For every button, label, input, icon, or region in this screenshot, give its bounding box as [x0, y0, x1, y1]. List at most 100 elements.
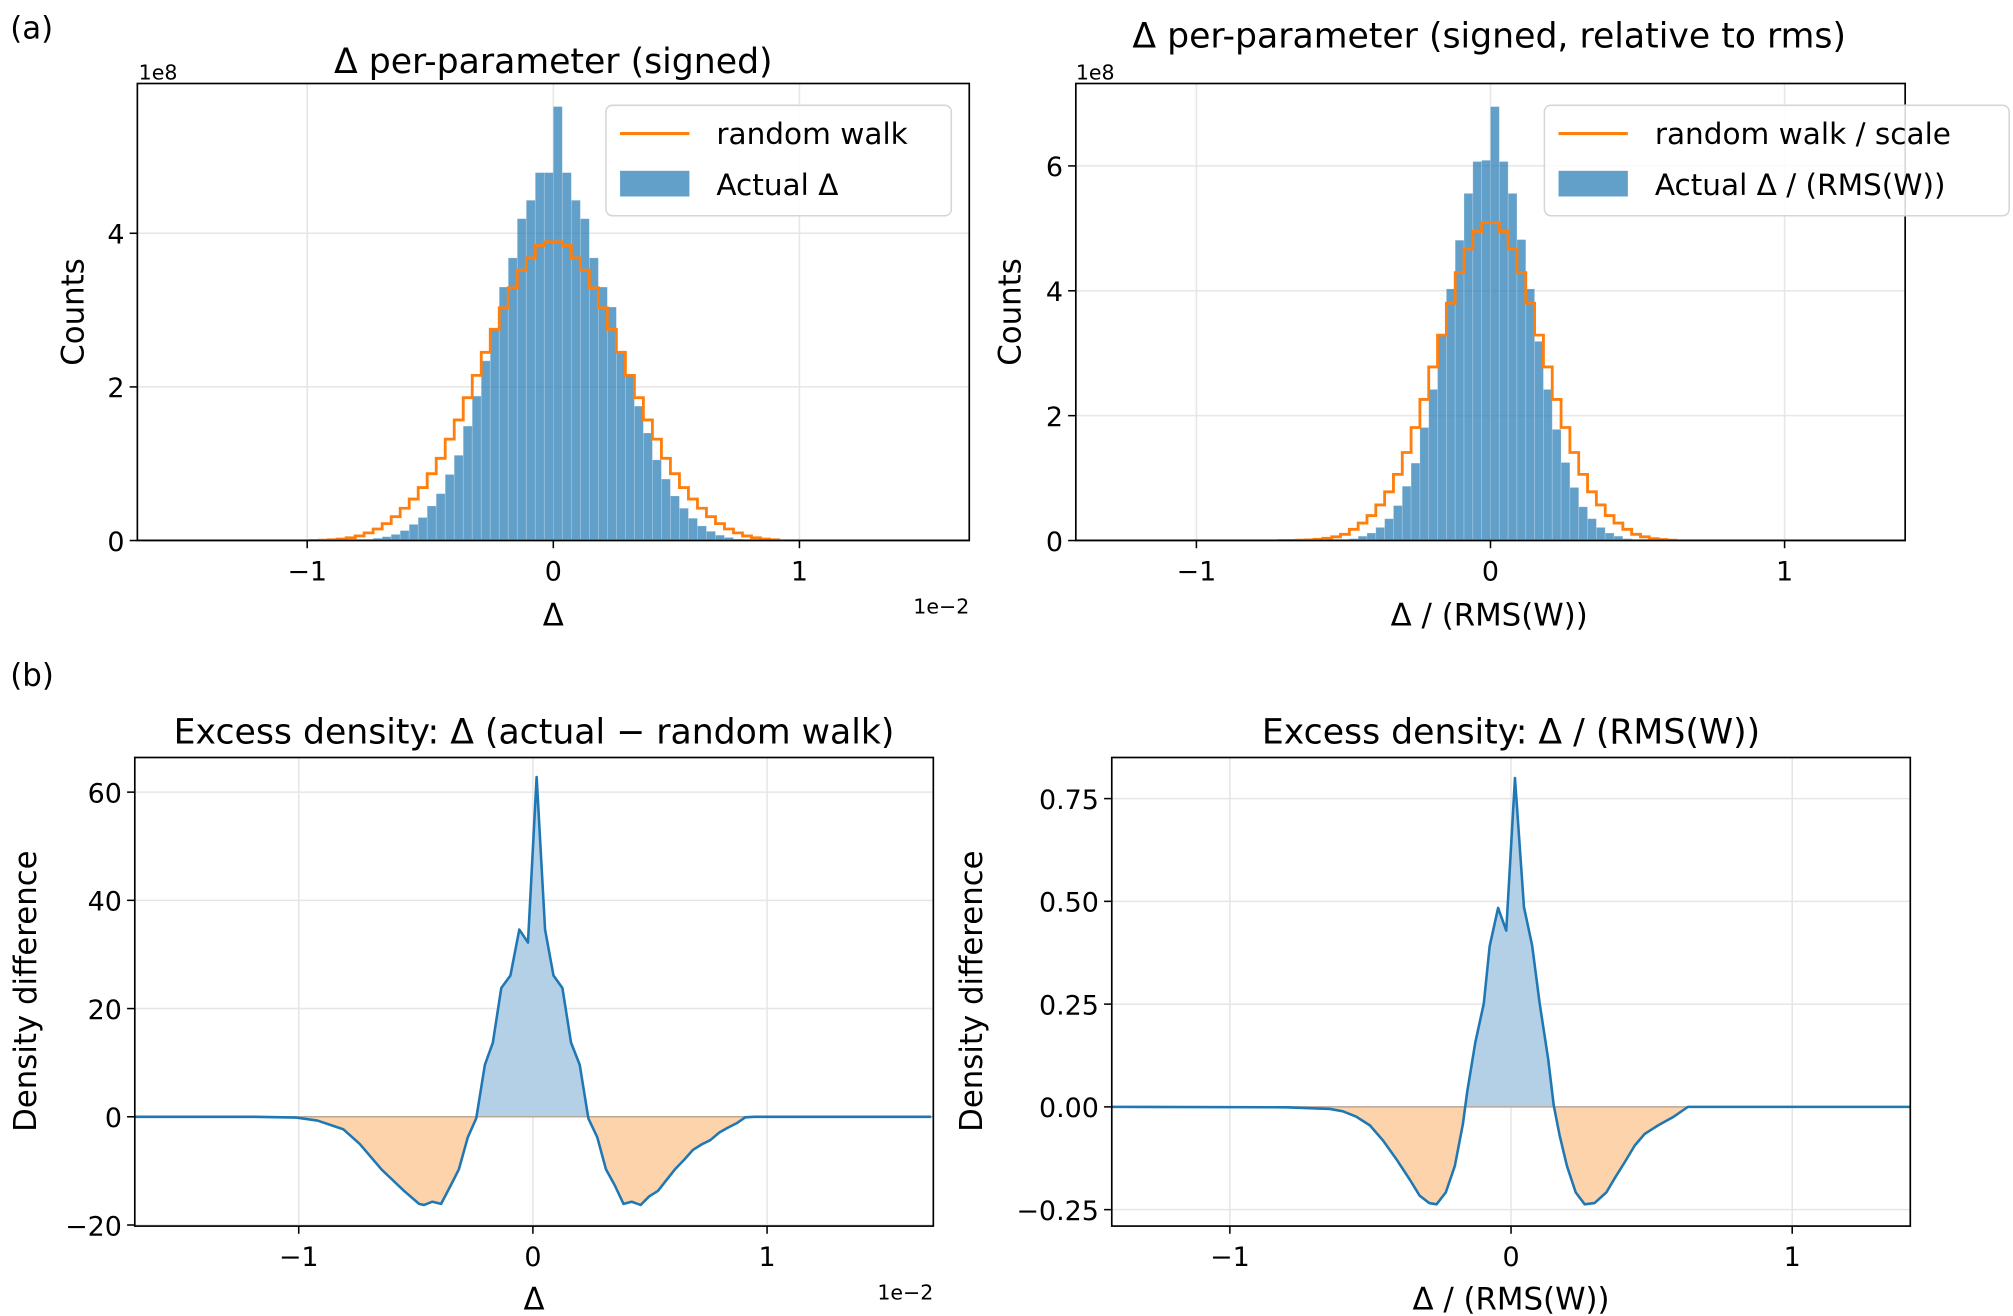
x-offset-label: 1e−2	[877, 1280, 933, 1304]
legend-label: Actual Δ / (RMS(W))	[1655, 168, 1946, 202]
chart-excess-density-delta: Excess density: Δ (actual − random walk)…	[8, 712, 935, 1316]
y-tick-label: 0.50	[1039, 888, 1099, 919]
histogram-bar	[688, 517, 698, 541]
plot-area	[1111, 776, 1911, 1206]
histogram-bar	[643, 432, 653, 541]
axes-frame	[1110, 756, 1912, 1227]
y-tick-label: 0	[1046, 527, 1063, 558]
histogram-bar	[1551, 429, 1562, 541]
negative-excess-fill	[251, 1116, 755, 1205]
histogram-bar	[1498, 161, 1509, 541]
histogram-bar	[552, 106, 563, 541]
histogram-bar	[417, 517, 428, 541]
panel-label-a: (a)	[10, 11, 53, 47]
y-tick-label: −20	[65, 1211, 122, 1242]
histogram-bar	[1578, 506, 1588, 541]
legend-label: random walk	[716, 117, 907, 151]
x-tick-label: 0	[524, 1242, 541, 1273]
y-axis-label: Density difference	[954, 850, 990, 1131]
chart-title: Δ per-parameter (signed, relative to rms…	[1132, 17, 1846, 57]
histogram-bar	[624, 374, 635, 541]
histogram-bar	[462, 425, 473, 541]
chart-title: Excess density: Δ / (RMS(W))	[1262, 712, 1760, 752]
legend: random walk Actual Δ	[605, 104, 953, 217]
y-tick-label: 6	[1046, 152, 1063, 183]
histogram-bar	[615, 351, 626, 541]
histogram-bar	[661, 478, 671, 541]
y-offset-label: 1e8	[1076, 61, 1115, 85]
y-offset-label: 1e8	[139, 61, 178, 85]
x-tick-label: 1	[791, 556, 808, 587]
histogram-bar	[1384, 518, 1394, 541]
negative-excess-fill	[1111, 1106, 1688, 1205]
axes-frame	[133, 756, 935, 1227]
legend-bar-swatch	[1558, 170, 1628, 197]
legend-bar-swatch	[620, 170, 690, 197]
histogram-bar	[1595, 527, 1606, 541]
y-tick-label: 20	[88, 995, 122, 1026]
histogram-bar	[453, 454, 464, 541]
y-tick-label: 2	[107, 373, 124, 404]
histogram-bar	[1428, 389, 1438, 541]
y-tick-label: 40	[88, 887, 122, 918]
y-tick-label: 0.75	[1039, 785, 1099, 816]
histogram-bar	[534, 172, 545, 541]
legend-box	[1543, 104, 2010, 217]
x-axis-label: Δ	[543, 597, 564, 633]
x-axis-label: Δ	[524, 1282, 545, 1316]
plot-area	[1075, 106, 1906, 541]
legend: random walk / scale Actual Δ / (RMS(W))	[1543, 104, 2010, 217]
plot-area	[134, 775, 934, 1207]
histogram-bar	[435, 493, 446, 541]
histogram-bar	[1375, 527, 1386, 541]
positive-excess-fill	[1111, 778, 1911, 1107]
x-tick-label: 1	[1784, 1242, 1801, 1273]
histogram-bar	[706, 530, 716, 541]
histogram-bar	[1587, 518, 1597, 541]
excess-density-line	[134, 775, 931, 1207]
x-tick-label: 0	[1482, 556, 1499, 587]
histogram-bar	[1490, 106, 1500, 541]
x-tick-label: 0	[545, 556, 562, 587]
chart-delta-signed: Δ per-parameter (signed) 1e8 1e−2 Δ Coun…	[55, 42, 971, 633]
histogram-bar	[1613, 535, 1624, 541]
y-tick-label: 2	[1046, 402, 1063, 433]
histogram-bar	[1401, 485, 1412, 541]
y-tick-label: 0	[105, 1103, 122, 1134]
y-tick-label: 0	[107, 527, 124, 558]
excess-density-line	[1111, 776, 1911, 1206]
x-tick-label: −1	[1210, 1242, 1250, 1273]
histogram-bar	[561, 172, 572, 541]
histogram-bar	[1481, 159, 1491, 541]
histogram-bar	[670, 495, 680, 541]
positive-excess-fill	[134, 776, 931, 1117]
chart-title: Δ per-parameter (signed)	[334, 42, 773, 82]
random-walk-step-line	[1277, 221, 1678, 541]
x-axis-label: Δ / (RMS(W))	[1391, 597, 1588, 633]
histogram-bar	[1410, 462, 1421, 541]
histogram-bar	[489, 328, 500, 541]
chart-excess-density-relative: Excess density: Δ / (RMS(W)) Δ / (RMS(W)…	[954, 712, 1912, 1316]
panel-label-b: (b)	[10, 658, 54, 694]
x-tick-label: −1	[1177, 556, 1217, 587]
x-offset-label: 1e−2	[913, 595, 969, 619]
histogram-bar	[408, 524, 419, 541]
histogram-bar	[444, 474, 455, 541]
histogram-bar	[543, 172, 554, 541]
histogram-bar	[426, 505, 437, 541]
y-tick-label: 4	[1046, 277, 1063, 308]
x-tick-label: 0	[1502, 1242, 1519, 1273]
y-tick-label: 0.25	[1039, 990, 1099, 1021]
histogram-bar	[1472, 161, 1483, 541]
histogram-bar	[697, 525, 707, 541]
chart-delta-relative-rms: Δ per-parameter (signed, relative to rms…	[993, 17, 2010, 633]
legend-box	[605, 104, 953, 217]
y-tick-label: 60	[88, 778, 122, 809]
histogram-bar	[634, 405, 644, 541]
legend-label: random walk / scale	[1655, 117, 1951, 151]
plot-area	[137, 106, 970, 541]
histogram-bar	[679, 507, 689, 541]
y-axis-label: Density difference	[8, 850, 44, 1131]
histogram-bar	[1393, 505, 1403, 541]
